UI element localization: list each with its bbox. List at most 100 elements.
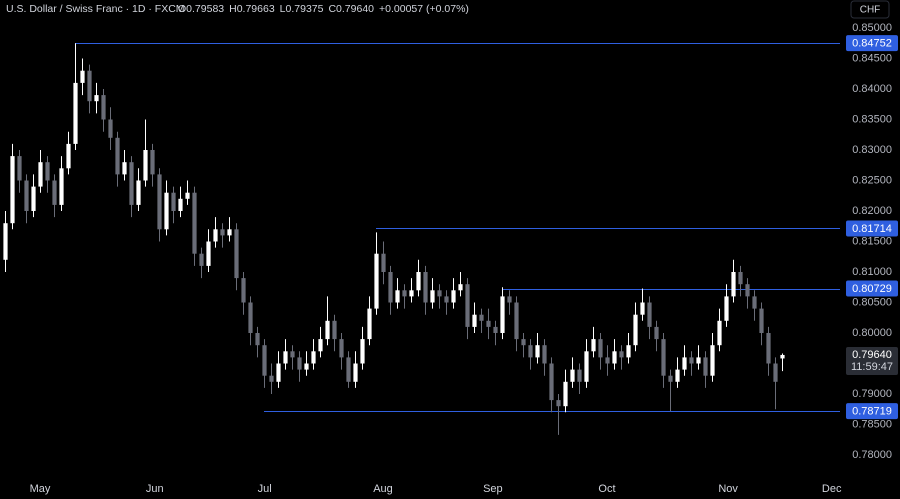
candle-body bbox=[150, 150, 155, 175]
x-tick-label: Jun bbox=[146, 483, 164, 495]
level-label-box bbox=[846, 280, 898, 297]
candle-body bbox=[493, 326, 498, 333]
y-tick-label: 0.79000 bbox=[852, 388, 892, 400]
candle-body bbox=[297, 357, 302, 370]
candle-body bbox=[703, 357, 708, 376]
y-tick-label: 0.81000 bbox=[852, 266, 892, 278]
candle-body bbox=[766, 333, 771, 364]
candle-body bbox=[339, 339, 344, 358]
y-tick-label: 0.80000 bbox=[852, 327, 892, 339]
candle-body bbox=[514, 302, 519, 340]
candle-body bbox=[689, 357, 694, 364]
candle-body bbox=[465, 284, 470, 327]
candle-body bbox=[472, 314, 477, 327]
candle-body bbox=[556, 400, 561, 407]
candle-body bbox=[402, 290, 407, 297]
candle-body bbox=[269, 375, 274, 382]
candle-body bbox=[738, 272, 743, 285]
candle-body bbox=[563, 381, 568, 407]
candle-body bbox=[101, 95, 106, 120]
candle-body bbox=[409, 290, 414, 297]
candle-body bbox=[367, 308, 372, 340]
candle-body bbox=[283, 351, 288, 364]
candle-body bbox=[710, 345, 715, 376]
y-tick-label: 0.78500 bbox=[852, 418, 892, 430]
candle-body bbox=[731, 272, 736, 297]
candle-body bbox=[80, 70, 85, 83]
candle-body bbox=[458, 284, 463, 291]
candle-body bbox=[598, 339, 603, 358]
level-label: 0.84752 bbox=[852, 38, 892, 50]
candle-body bbox=[619, 351, 624, 358]
candle-body bbox=[374, 253, 379, 309]
candle-body bbox=[423, 272, 428, 303]
candle-body bbox=[584, 351, 589, 382]
candle-body bbox=[220, 229, 225, 236]
header-value: H0.79663 bbox=[229, 3, 275, 15]
level-label-box bbox=[846, 35, 898, 52]
candle-body bbox=[115, 137, 120, 175]
currency-box[interactable] bbox=[850, 0, 890, 19]
candle-body bbox=[234, 229, 239, 279]
x-tick-label: Nov bbox=[718, 483, 738, 495]
candle-body bbox=[227, 229, 232, 236]
candle-body bbox=[45, 162, 50, 181]
candle-body bbox=[164, 192, 169, 230]
x-tick-label: Dec bbox=[822, 483, 842, 495]
level-label-box bbox=[846, 403, 898, 420]
currency[interactable]: CHF bbox=[860, 5, 881, 16]
candle-body bbox=[500, 296, 505, 333]
candle-body bbox=[241, 278, 246, 303]
candle-body bbox=[780, 354, 785, 359]
candle-body bbox=[479, 314, 484, 321]
candle-body bbox=[633, 314, 638, 346]
candle-body bbox=[185, 192, 190, 199]
candle-body bbox=[451, 290, 456, 303]
candle-body bbox=[353, 363, 358, 382]
candle-body bbox=[38, 162, 43, 187]
candle-body bbox=[542, 345, 547, 364]
candle-body bbox=[430, 290, 435, 303]
header-value: C0.79640 bbox=[328, 3, 374, 15]
candle-body bbox=[24, 180, 29, 211]
candle-body bbox=[360, 339, 365, 364]
candle-body bbox=[94, 95, 99, 102]
level-label: 0.81714 bbox=[852, 223, 892, 235]
x-tick-label: Oct bbox=[598, 483, 615, 495]
candle-body bbox=[248, 302, 253, 333]
candle-body bbox=[171, 192, 176, 211]
candle-body bbox=[108, 119, 113, 138]
x-tick-label: Jul bbox=[258, 483, 272, 495]
candle-body bbox=[178, 198, 183, 211]
header-value: O0.79583 bbox=[178, 3, 224, 15]
candle-body bbox=[444, 296, 449, 303]
candle-body bbox=[311, 351, 316, 364]
candle-body bbox=[647, 302, 652, 327]
candle-body bbox=[136, 180, 141, 205]
candle-body bbox=[17, 156, 22, 181]
candle-body bbox=[577, 369, 582, 382]
candle-body bbox=[612, 351, 617, 364]
candle-body bbox=[528, 345, 533, 358]
candle-body bbox=[199, 253, 204, 266]
candle-body bbox=[346, 357, 351, 382]
candle-body bbox=[752, 296, 757, 309]
candle-body bbox=[122, 162, 127, 175]
candle-body bbox=[73, 82, 78, 144]
candle-body bbox=[591, 339, 596, 352]
y-tick-label: 0.82000 bbox=[852, 205, 892, 217]
candle-body bbox=[325, 320, 330, 340]
candle-body bbox=[332, 320, 337, 340]
y-tick-label: 0.81500 bbox=[852, 235, 892, 247]
candle-body bbox=[640, 302, 645, 315]
candle-body bbox=[87, 70, 92, 102]
header-value: +0.00057 (+0.07%) bbox=[379, 3, 469, 15]
candle-body bbox=[206, 241, 211, 266]
candle-body bbox=[262, 345, 267, 376]
candle-body bbox=[661, 339, 666, 376]
candle-body bbox=[570, 369, 575, 382]
candle-body bbox=[724, 296, 729, 321]
candle-body bbox=[157, 174, 162, 230]
